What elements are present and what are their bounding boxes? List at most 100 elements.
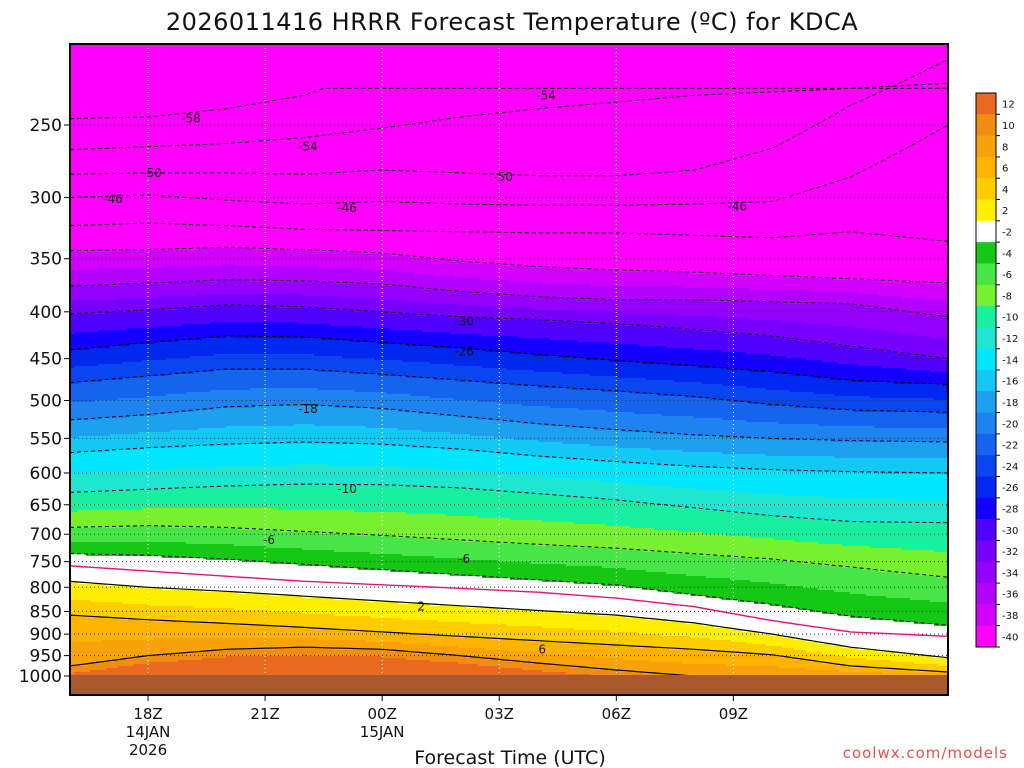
band-cell bbox=[762, 438, 767, 455]
band-cell bbox=[238, 266, 243, 281]
band-cell bbox=[218, 294, 223, 307]
band-cell bbox=[150, 542, 155, 557]
band-cell bbox=[806, 408, 811, 425]
band-cell bbox=[806, 304, 811, 325]
band-cell bbox=[254, 610, 259, 627]
band-cell bbox=[82, 252, 87, 271]
band-cell bbox=[750, 290, 755, 303]
band-cell bbox=[618, 646, 623, 659]
band-cell bbox=[462, 292, 467, 307]
band-cell bbox=[130, 658, 135, 667]
band-cell bbox=[226, 528, 231, 545]
band-cell bbox=[742, 666, 747, 679]
band-cell bbox=[90, 664, 95, 671]
band-cell bbox=[570, 460, 575, 479]
band-cell bbox=[586, 548, 591, 567]
band-cell bbox=[546, 664, 551, 673]
band-cell bbox=[454, 646, 459, 657]
band-cell bbox=[90, 584, 95, 603]
band-cell bbox=[554, 310, 559, 323]
band-cell bbox=[626, 618, 631, 633]
band-cell bbox=[430, 574, 435, 607]
band-cell bbox=[254, 338, 259, 355]
band-cell bbox=[182, 508, 187, 529]
band-cell bbox=[530, 370, 535, 387]
band-cell bbox=[590, 524, 595, 549]
band-cell bbox=[222, 44, 227, 249]
band-cell bbox=[482, 648, 487, 659]
band-cell bbox=[594, 500, 599, 525]
band-cell bbox=[342, 284, 347, 299]
band-cell bbox=[262, 486, 267, 509]
band-cell bbox=[286, 294, 291, 309]
band-cell bbox=[686, 594, 691, 625]
band-cell bbox=[138, 344, 143, 363]
band-cell bbox=[814, 324, 819, 343]
band-cell bbox=[382, 312, 387, 329]
band-cell bbox=[518, 404, 523, 423]
band-cell bbox=[322, 324, 327, 341]
band-cell bbox=[466, 490, 471, 517]
band-cell bbox=[374, 328, 379, 343]
band-cell bbox=[350, 486, 355, 511]
band-cell bbox=[70, 288, 75, 303]
band-cell bbox=[230, 264, 235, 281]
band-cell bbox=[794, 278, 799, 291]
band-cell bbox=[446, 292, 451, 305]
band-cell bbox=[602, 392, 607, 411]
band-cell bbox=[246, 626, 251, 639]
band-cell bbox=[102, 348, 107, 365]
band-cell bbox=[242, 370, 247, 391]
band-cell bbox=[414, 258, 419, 275]
band-cell bbox=[274, 444, 279, 467]
band-cell bbox=[706, 418, 711, 437]
band-cell bbox=[678, 330, 683, 349]
band-cell bbox=[666, 450, 671, 467]
band-cell bbox=[186, 508, 191, 529]
band-cell bbox=[158, 310, 163, 327]
band-cell bbox=[226, 408, 231, 427]
band-cell bbox=[202, 266, 207, 283]
band-cell bbox=[450, 262, 455, 277]
band-cell bbox=[126, 620, 131, 641]
band-cell bbox=[734, 654, 739, 667]
band-cell bbox=[466, 262, 471, 279]
band-cell bbox=[414, 604, 419, 621]
band-cell bbox=[350, 568, 355, 601]
band-cell bbox=[538, 442, 543, 459]
band-cell bbox=[142, 640, 147, 659]
band-cell bbox=[446, 606, 451, 623]
band-cell bbox=[602, 586, 607, 617]
band-cell bbox=[394, 410, 399, 429]
band-cell bbox=[226, 390, 231, 409]
band-cell bbox=[398, 466, 403, 487]
band-cell bbox=[686, 398, 691, 417]
band-cell bbox=[770, 320, 775, 337]
band-cell bbox=[414, 488, 419, 515]
band-cell bbox=[494, 560, 499, 579]
band-cell bbox=[618, 482, 623, 503]
band-cell bbox=[234, 650, 239, 657]
band-cell bbox=[638, 660, 643, 673]
band-cell bbox=[114, 44, 119, 253]
band-cell bbox=[518, 320, 523, 339]
band-cell bbox=[254, 294, 259, 307]
band-cell bbox=[702, 332, 707, 351]
band-cell bbox=[734, 514, 739, 537]
band-cell bbox=[526, 642, 531, 653]
band-cell bbox=[370, 392, 375, 409]
band-cell bbox=[82, 382, 87, 403]
band-cell bbox=[698, 468, 703, 491]
band-cell bbox=[546, 268, 551, 285]
band-cell bbox=[178, 638, 183, 655]
band-cell bbox=[610, 548, 615, 569]
band-cell bbox=[706, 510, 711, 535]
band-cell bbox=[518, 354, 523, 371]
band-cell bbox=[78, 286, 83, 301]
band-cell bbox=[546, 442, 551, 459]
band-cell bbox=[674, 348, 679, 367]
band-cell bbox=[630, 660, 635, 673]
band-cell bbox=[242, 638, 247, 651]
band-cell bbox=[230, 408, 235, 427]
band-cell bbox=[470, 400, 475, 419]
